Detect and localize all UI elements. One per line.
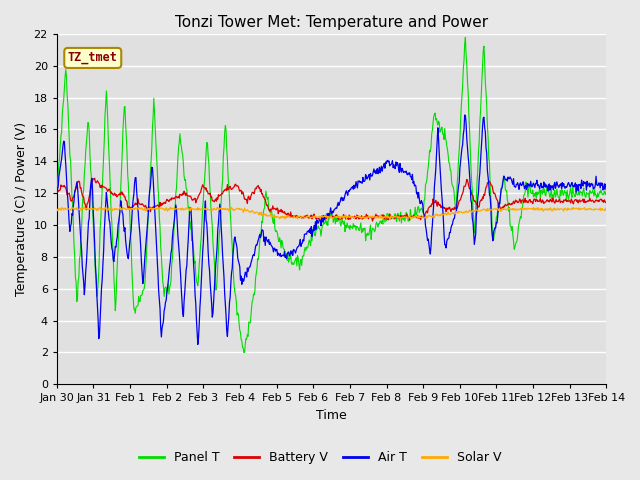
Solar V — [86, 205, 94, 211]
Battery V — [471, 198, 479, 204]
Battery V — [369, 218, 376, 224]
Air T — [53, 190, 61, 196]
Panel T — [527, 191, 535, 196]
Panel T — [404, 216, 412, 222]
Solar V — [386, 216, 394, 222]
Solar V — [53, 206, 61, 212]
Battery V — [86, 186, 94, 192]
Panel T — [53, 185, 61, 191]
Battery V — [602, 199, 610, 204]
Solar V — [116, 204, 124, 210]
Solar V — [404, 214, 412, 220]
Battery V — [388, 214, 396, 219]
Legend: Panel T, Battery V, Air T, Solar V: Panel T, Battery V, Air T, Solar V — [134, 446, 506, 469]
Panel T — [373, 219, 381, 225]
Battery V — [404, 214, 412, 219]
Text: TZ_tmet: TZ_tmet — [68, 51, 118, 64]
X-axis label: Time: Time — [316, 409, 347, 422]
Line: Air T: Air T — [57, 115, 606, 345]
Panel T — [86, 166, 94, 171]
Solar V — [602, 206, 610, 212]
Air T — [387, 161, 395, 167]
Panel T — [602, 188, 610, 193]
Solar V — [373, 214, 381, 219]
Solar V — [471, 209, 479, 215]
Title: Tonzi Tower Met: Temperature and Power: Tonzi Tower Met: Temperature and Power — [175, 15, 488, 30]
Y-axis label: Temperature (C) / Power (V): Temperature (C) / Power (V) — [15, 122, 28, 296]
Line: Battery V: Battery V — [57, 178, 606, 221]
Line: Solar V: Solar V — [57, 207, 606, 219]
Panel T — [240, 349, 248, 355]
Air T — [461, 112, 468, 118]
Line: Panel T: Panel T — [57, 37, 606, 352]
Battery V — [53, 190, 61, 196]
Air T — [471, 236, 479, 242]
Solar V — [388, 215, 396, 220]
Air T — [86, 184, 94, 190]
Battery V — [91, 175, 99, 181]
Panel T — [471, 228, 479, 233]
Battery V — [374, 213, 381, 219]
Air T — [527, 184, 535, 190]
Air T — [194, 342, 202, 348]
Air T — [404, 172, 412, 178]
Panel T — [461, 35, 469, 40]
Solar V — [527, 206, 535, 212]
Battery V — [527, 199, 535, 204]
Panel T — [387, 216, 395, 222]
Air T — [602, 181, 610, 187]
Air T — [373, 167, 381, 173]
